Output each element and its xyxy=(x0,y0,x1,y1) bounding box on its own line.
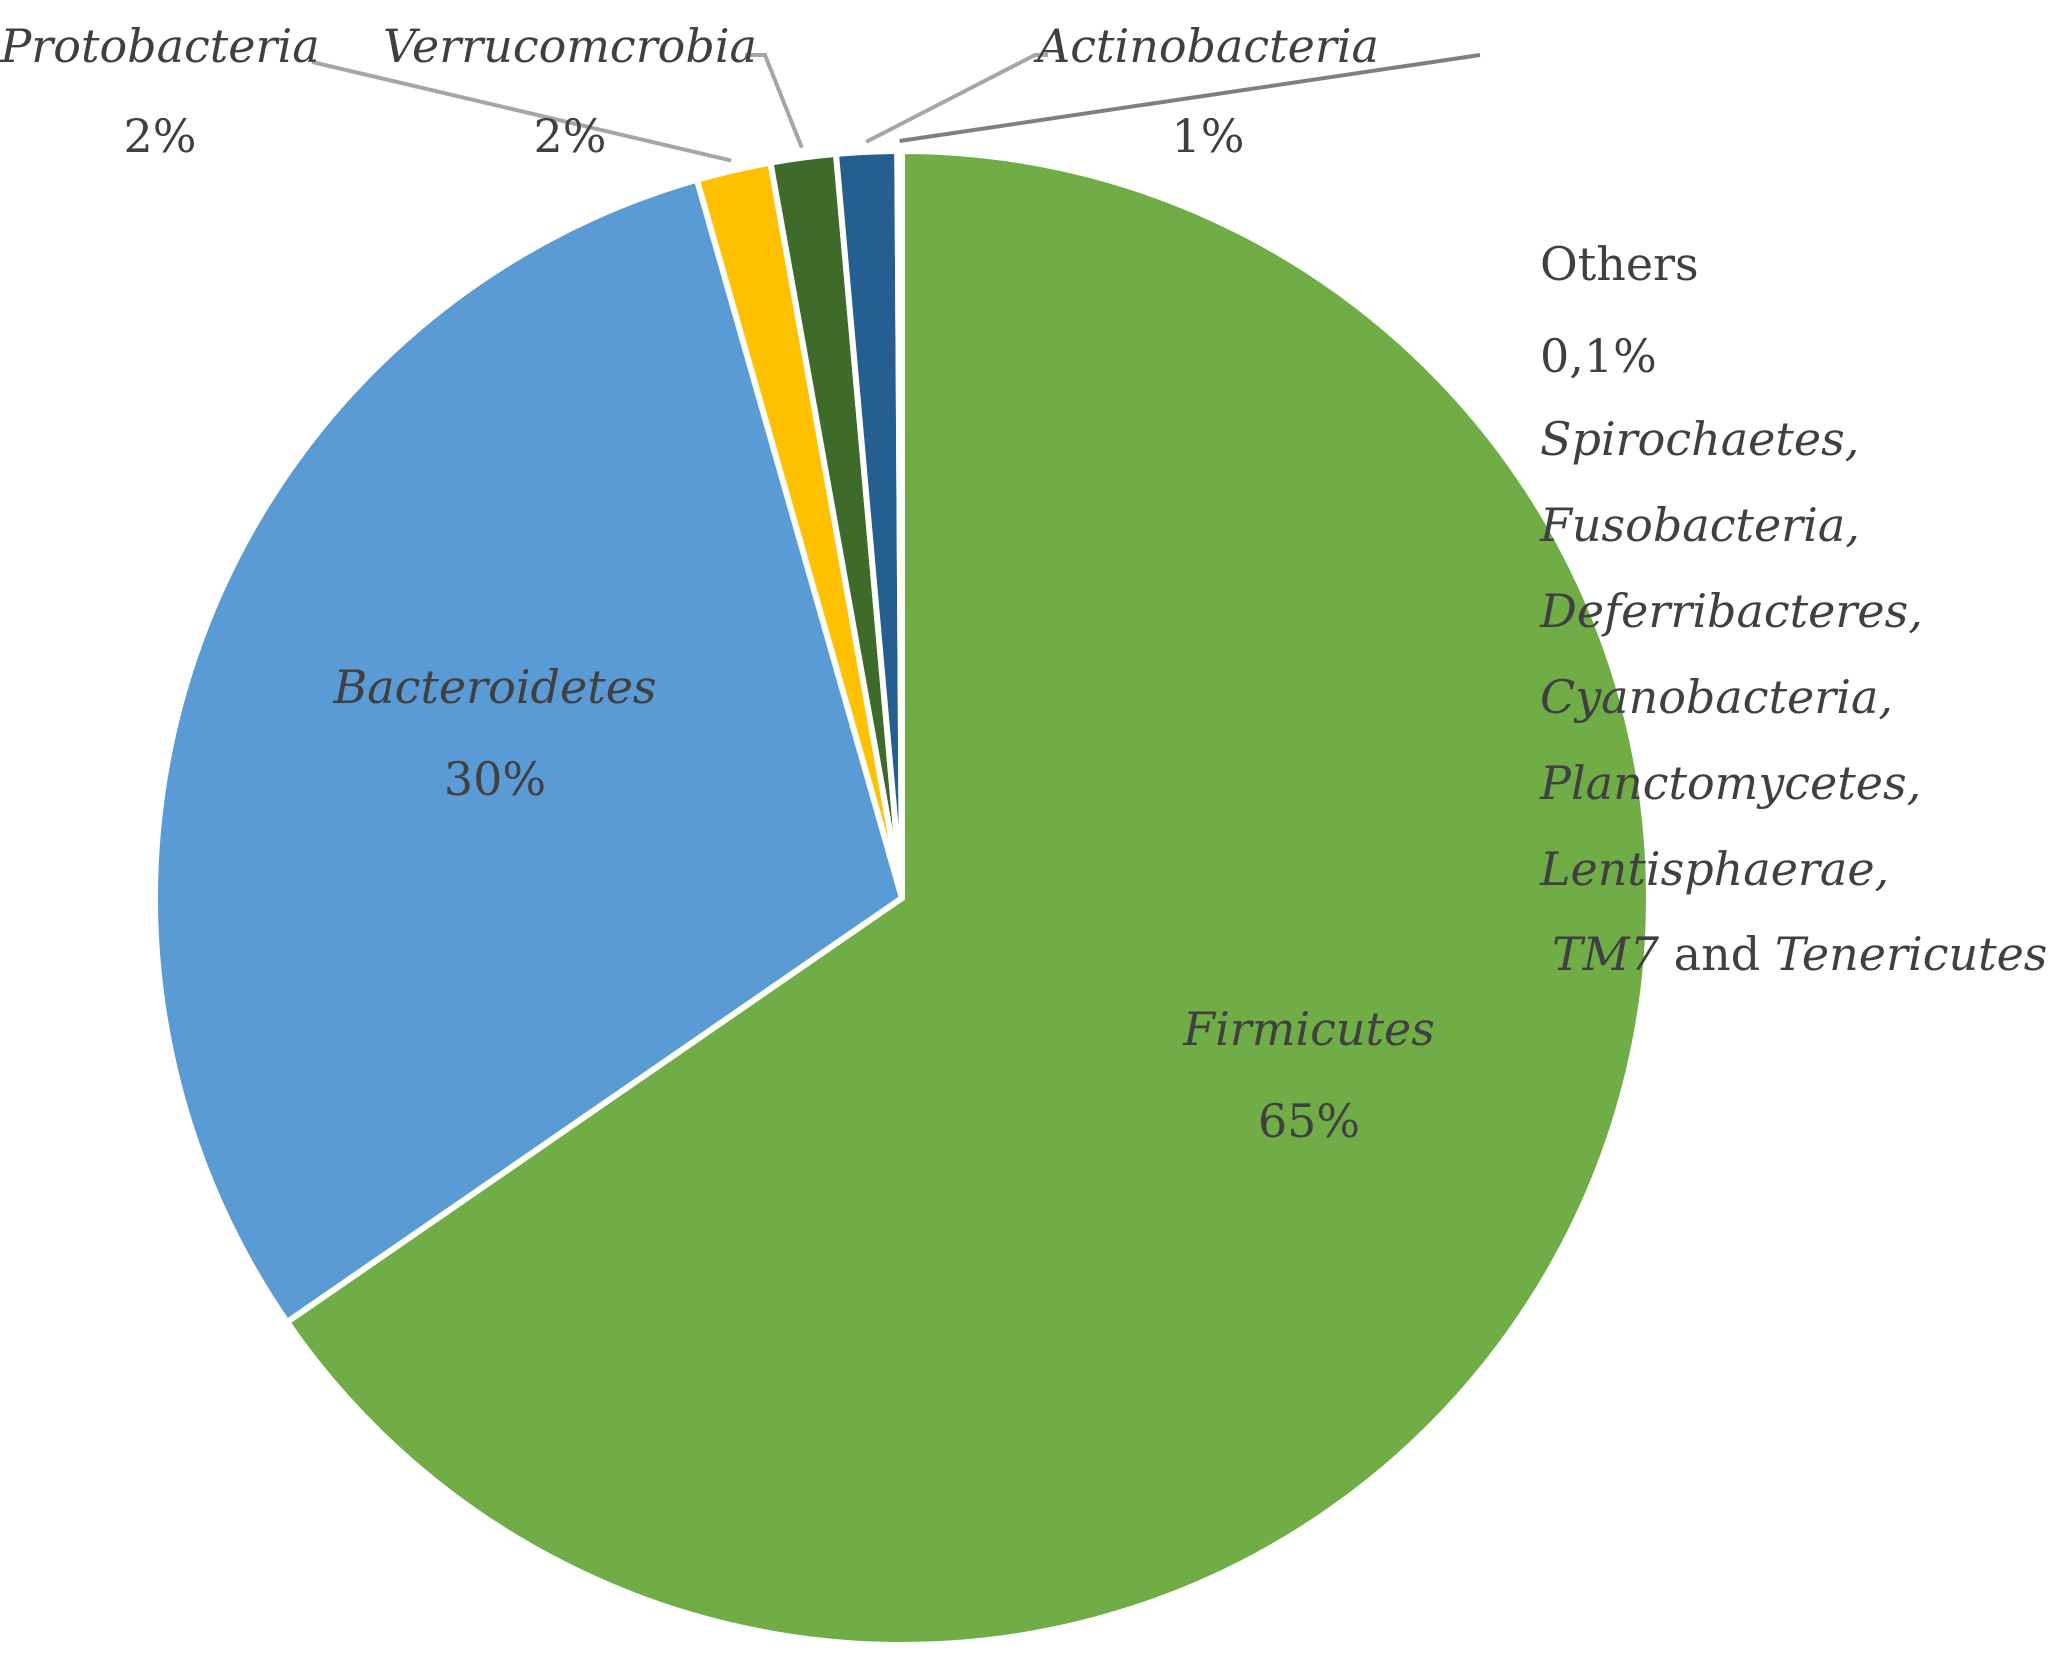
label-verrucomcrobia-value: 2% xyxy=(534,109,607,163)
label-bacteroidetes-name: Bacteroidetes xyxy=(332,660,656,714)
pie-slice-bacteroidetes xyxy=(151,176,905,1326)
label-others-name: Others xyxy=(1540,237,1699,291)
others-phylum: Cyanobacteria, xyxy=(1540,670,1893,724)
others-phyla-list: Spirochaetes, Fusobacteria, Deferribactere… xyxy=(1539,412,1923,896)
pie-slice-firmicutes xyxy=(284,148,1652,1648)
leader-line-protobacteria xyxy=(311,60,732,163)
leader-line-actinobacteria xyxy=(865,53,1048,144)
label-actinobacteria-value: 1% xyxy=(1172,109,1245,163)
others-tm7: TM7 xyxy=(1552,927,1660,981)
others-tenericutes: Tenericutes. xyxy=(1775,927,2051,981)
label-verrucomcrobia-name: Verrucomcrobia xyxy=(383,19,757,73)
leader-lines xyxy=(311,53,1481,163)
leader-line-others xyxy=(899,53,1481,143)
pie-slices xyxy=(151,148,1652,1648)
label-protobacteria-value: 2% xyxy=(124,109,197,163)
leader-line-verrucomcrobia xyxy=(745,53,804,149)
label-protobacteria-name: Protobacteria xyxy=(0,19,320,73)
label-actinobacteria-name: Actinobacteria xyxy=(1033,19,1379,73)
label-bacteroidetes-value: 30% xyxy=(444,752,546,806)
label-firmicutes-value: 65% xyxy=(1258,1094,1360,1148)
label-firmicutes-name: Firmicutes xyxy=(1182,1002,1435,1056)
others-last-line: TM7 and Tenericutes. xyxy=(1552,927,2051,981)
pie-slice-others xyxy=(894,148,905,901)
others-phylum: Planctomycetes, xyxy=(1539,756,1921,810)
others-phylum: Lentisphaerae, xyxy=(1539,842,1889,896)
others-and: and xyxy=(1659,927,1775,981)
others-phylum: Deferribacteres, xyxy=(1539,584,1923,638)
label-others-value: 0,1% xyxy=(1540,329,1657,383)
others-phylum: Spirochaetes, xyxy=(1540,412,1859,466)
others-phylum: Fusobacteria, xyxy=(1539,498,1860,552)
